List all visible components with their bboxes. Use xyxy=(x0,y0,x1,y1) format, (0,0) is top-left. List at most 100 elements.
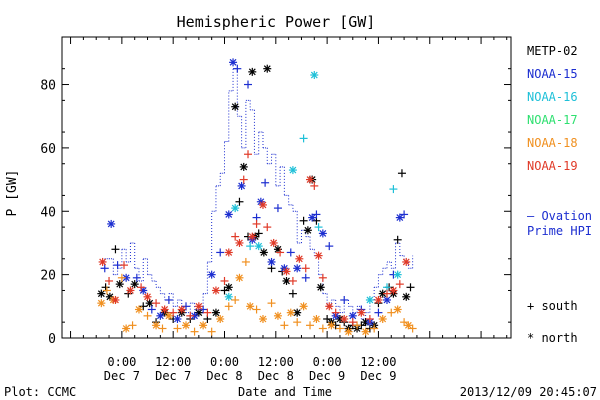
north-point-marker xyxy=(152,321,161,330)
south-point-marker xyxy=(199,305,208,314)
north-point-marker xyxy=(224,210,233,219)
north-point-marker xyxy=(107,219,116,228)
south-point-marker xyxy=(190,327,199,336)
north-point-marker xyxy=(293,264,302,273)
south-point-marker xyxy=(244,80,253,89)
y-tick-label: 40 xyxy=(40,205,56,220)
north-point-marker xyxy=(259,248,268,257)
south-point-marker xyxy=(224,302,233,311)
north-point-marker xyxy=(199,321,208,330)
north-point-marker xyxy=(160,305,169,314)
north-point-marker xyxy=(224,283,233,292)
south-point-marker xyxy=(310,181,319,190)
south-point-marker xyxy=(244,150,253,159)
north-point-marker xyxy=(340,314,349,323)
south-point-marker xyxy=(117,273,126,282)
north-point-marker xyxy=(327,321,336,330)
north-point-marker xyxy=(365,295,374,304)
x-tick-label-time: 12:00 xyxy=(258,355,294,369)
south-point-marker xyxy=(173,324,182,333)
south-point-marker xyxy=(100,264,109,273)
north-point-marker xyxy=(374,295,383,304)
north-point-marker xyxy=(316,283,325,292)
south-point-marker xyxy=(312,210,321,219)
south-point-marker xyxy=(400,318,409,327)
north-point-marker xyxy=(122,324,131,333)
south-point-marker xyxy=(293,318,302,327)
south-point-marker xyxy=(216,248,225,257)
south-point-marker xyxy=(139,302,148,311)
x-tick-label-date: Dec 9 xyxy=(309,369,345,383)
south-point-marker xyxy=(301,264,310,273)
y-tick-label: 0 xyxy=(48,332,56,347)
north-point-marker xyxy=(312,314,321,323)
south-point-marker xyxy=(152,299,161,308)
north-point-marker xyxy=(246,302,255,311)
x-tick-label-date: Dec 9 xyxy=(360,369,396,383)
y-tick-label: 20 xyxy=(40,269,56,284)
north-point-marker xyxy=(231,102,240,111)
south-point-marker xyxy=(299,134,308,143)
north-point-marker xyxy=(344,327,353,336)
south-point-marker xyxy=(158,324,167,333)
south-point-marker xyxy=(299,216,308,225)
north-point-marker xyxy=(239,162,248,171)
south-point-marker xyxy=(261,178,270,187)
north-point-marker xyxy=(395,213,404,222)
south-point-marker xyxy=(267,299,276,308)
north-point-marker xyxy=(98,257,107,266)
north-point-marker xyxy=(258,314,267,323)
north-point-marker xyxy=(229,58,238,67)
north-point-marker xyxy=(231,204,240,213)
north-point-marker xyxy=(235,273,244,282)
north-point-marker xyxy=(156,311,165,320)
north-point-marker xyxy=(314,251,323,260)
south-point-marker xyxy=(235,197,244,206)
north-point-marker xyxy=(145,299,154,308)
south-point-marker xyxy=(306,321,315,330)
north-point-marker xyxy=(182,321,191,330)
north-point-marker xyxy=(207,270,216,279)
north-point-marker xyxy=(248,232,257,241)
north-point-marker xyxy=(303,226,312,235)
south-point-marker xyxy=(252,305,261,314)
north-point-marker xyxy=(393,305,402,314)
south-point-marker xyxy=(348,318,357,327)
south-point-marker xyxy=(102,286,111,295)
south-point-marker xyxy=(254,229,263,238)
y-axis-label: P [GW] xyxy=(5,170,20,217)
north-point-marker xyxy=(325,302,334,311)
north-point-marker xyxy=(111,295,120,304)
north-point-marker xyxy=(310,71,319,80)
south-point-marker xyxy=(325,242,334,251)
south-point-marker xyxy=(143,311,152,320)
north-point-marker xyxy=(224,248,233,257)
legend-entry: NOAA-18 xyxy=(527,136,578,150)
north-point-marker xyxy=(299,302,308,311)
chart-title: Hemispheric Power [GW] xyxy=(177,13,376,31)
legend-entry: NOAA-19 xyxy=(527,159,578,173)
south-point-marker xyxy=(370,324,379,333)
south-point-marker xyxy=(331,308,340,317)
south-point-marker xyxy=(207,327,216,336)
north-point-marker xyxy=(248,67,257,76)
south-point-marker xyxy=(318,324,327,333)
south-point-marker xyxy=(389,185,398,194)
y-tick-label: 60 xyxy=(40,142,56,157)
north-point-marker xyxy=(216,314,225,323)
x-tick-label-date: Dec 8 xyxy=(206,369,242,383)
south-point-marker xyxy=(276,248,285,257)
south-point-marker xyxy=(318,273,327,282)
south-point-marker xyxy=(233,64,242,73)
x-axis-label: Date and Time xyxy=(238,385,332,399)
south-point-marker xyxy=(393,235,402,244)
south-point-marker xyxy=(120,261,129,270)
north-point-marker xyxy=(273,311,282,320)
south-point-marker xyxy=(164,295,173,304)
north-point-marker xyxy=(258,200,267,209)
north-point-marker xyxy=(402,257,411,266)
north-point-marker xyxy=(308,213,317,222)
south-point-marker xyxy=(323,314,332,323)
x-tick-label-date: Dec 8 xyxy=(258,369,294,383)
